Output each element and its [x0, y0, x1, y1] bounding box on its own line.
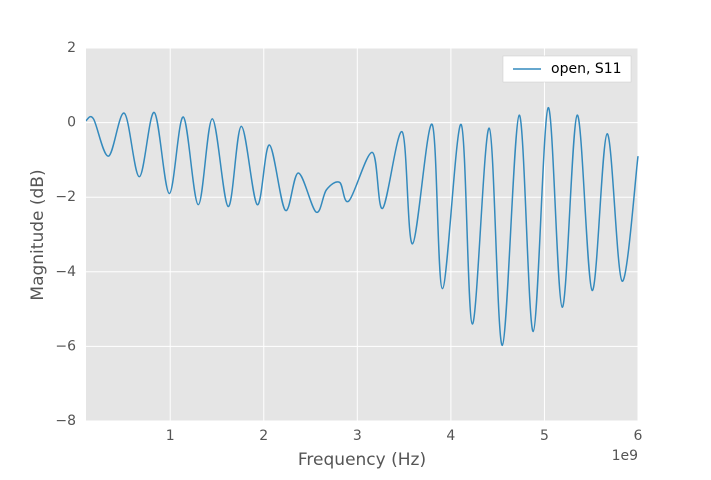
- legend-label: open, S11: [551, 61, 622, 77]
- x-tick-label: 3: [353, 428, 362, 444]
- y-tick-label: −2: [55, 189, 76, 205]
- y-tick-label: −4: [55, 264, 76, 280]
- x-offset-text: 1e9: [612, 448, 638, 464]
- y-tick-label: 2: [67, 40, 76, 56]
- y-axis-label: Magnitude (dB): [28, 169, 48, 300]
- x-tick-label: 2: [259, 428, 268, 444]
- x-tick-label: 5: [540, 428, 549, 444]
- series-line: [85, 106, 639, 347]
- y-tick-label: 0: [67, 115, 76, 131]
- x-axis-label: Frequency (Hz): [298, 450, 426, 470]
- x-tick-label: 4: [446, 428, 455, 444]
- y-tick-label: −8: [55, 413, 76, 429]
- x-tick-label: 6: [634, 428, 643, 444]
- x-tick-label: 1: [166, 428, 175, 444]
- y-tick-label: −6: [55, 338, 76, 354]
- plot-area: [86, 48, 638, 421]
